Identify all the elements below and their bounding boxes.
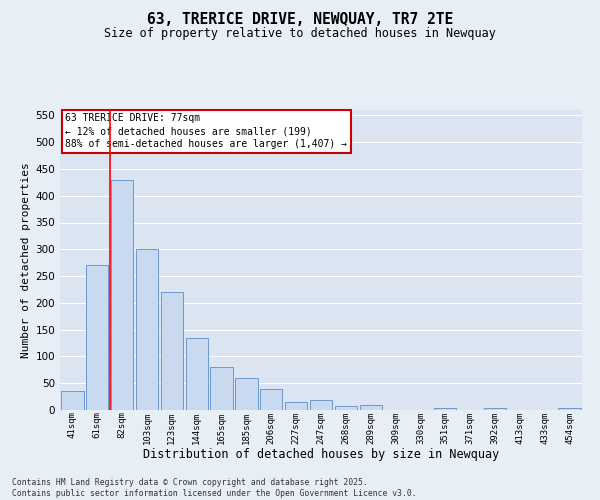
Bar bbox=[136, 250, 158, 410]
Bar bbox=[111, 180, 133, 410]
Text: Contains HM Land Registry data © Crown copyright and database right 2025.
Contai: Contains HM Land Registry data © Crown c… bbox=[12, 478, 416, 498]
X-axis label: Distribution of detached houses by size in Newquay: Distribution of detached houses by size … bbox=[143, 448, 499, 461]
Text: 63 TRERICE DRIVE: 77sqm
← 12% of detached houses are smaller (199)
88% of semi-d: 63 TRERICE DRIVE: 77sqm ← 12% of detache… bbox=[65, 113, 347, 150]
Bar bbox=[86, 266, 109, 410]
Text: Size of property relative to detached houses in Newquay: Size of property relative to detached ho… bbox=[104, 28, 496, 40]
Bar bbox=[559, 408, 581, 410]
Bar bbox=[335, 406, 357, 410]
Y-axis label: Number of detached properties: Number of detached properties bbox=[21, 162, 31, 358]
Bar bbox=[260, 388, 283, 410]
Bar bbox=[61, 391, 83, 410]
Bar bbox=[161, 292, 183, 410]
Bar bbox=[484, 408, 506, 410]
Bar bbox=[359, 405, 382, 410]
Bar bbox=[434, 408, 457, 410]
Bar bbox=[211, 367, 233, 410]
Bar bbox=[185, 338, 208, 410]
Text: 63, TRERICE DRIVE, NEWQUAY, TR7 2TE: 63, TRERICE DRIVE, NEWQUAY, TR7 2TE bbox=[147, 12, 453, 28]
Bar bbox=[285, 402, 307, 410]
Bar bbox=[235, 378, 257, 410]
Bar bbox=[310, 400, 332, 410]
